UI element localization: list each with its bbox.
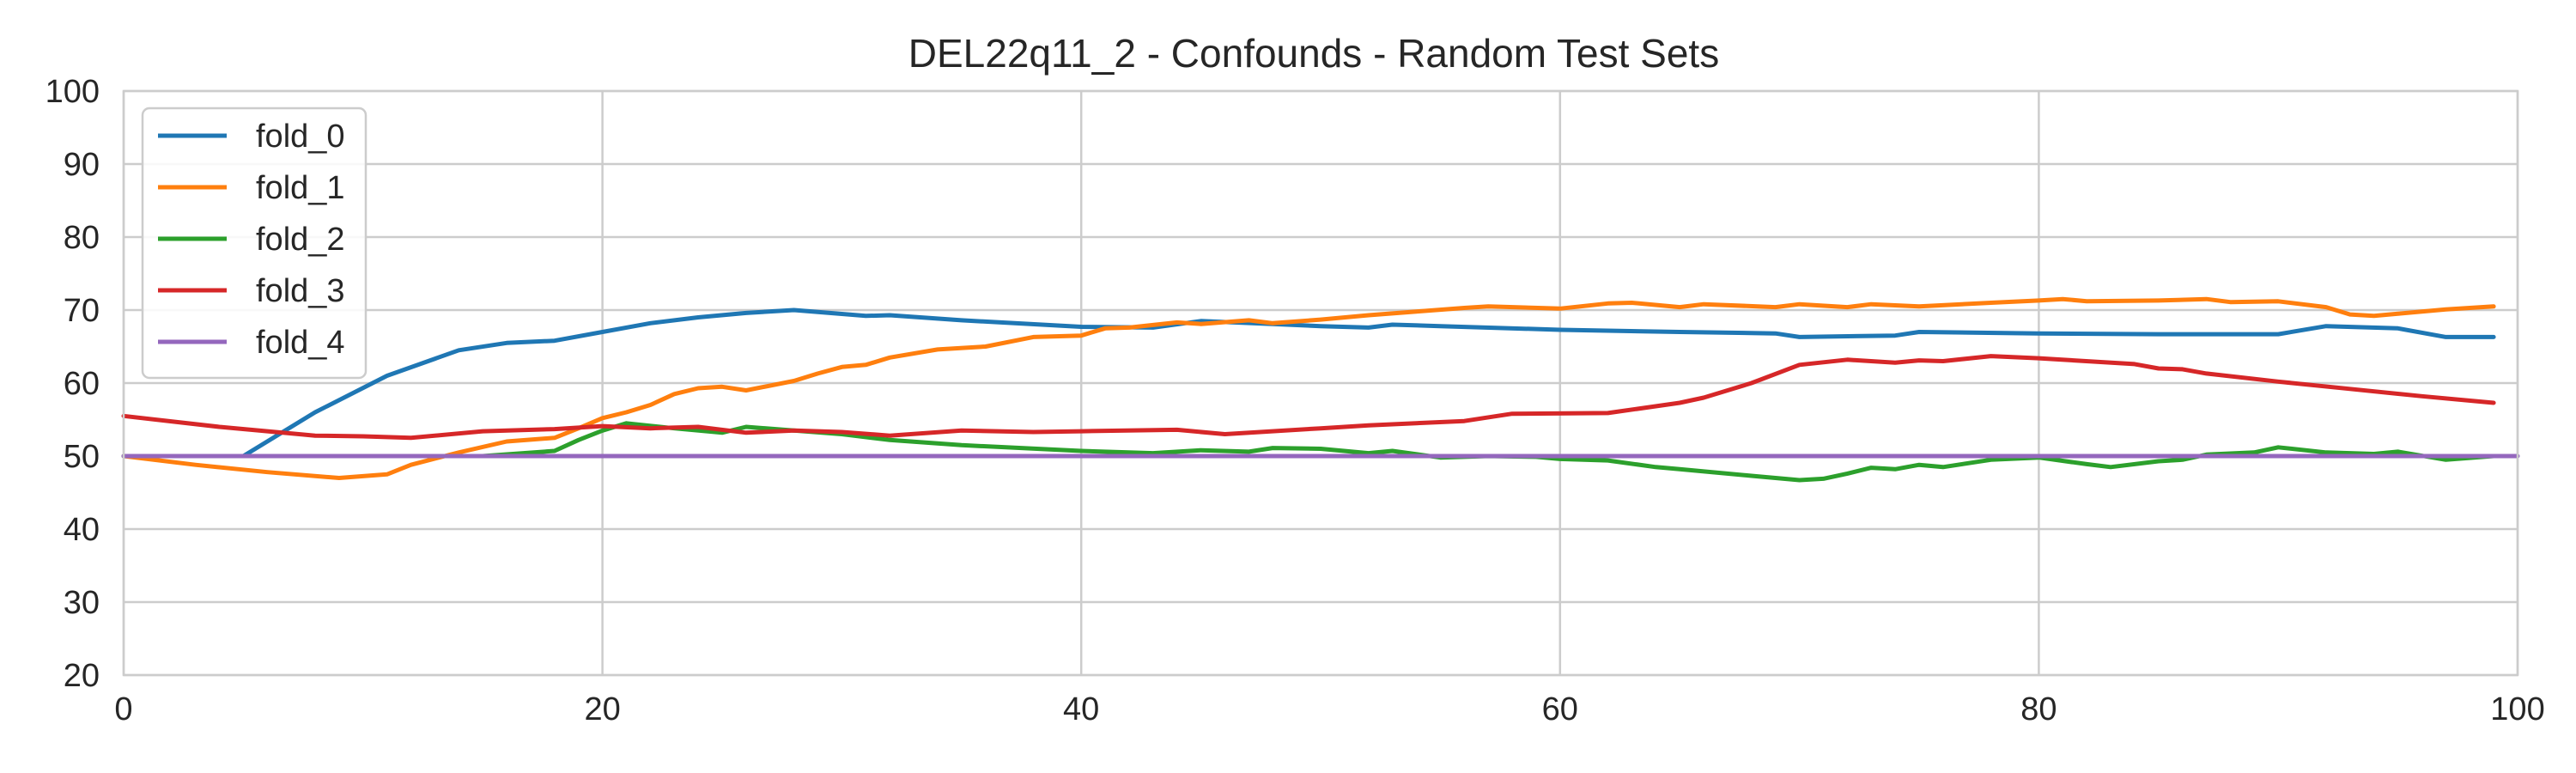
legend-label: fold_2: [256, 222, 345, 258]
axis-layer: 0 20 40 60 80 100 20 30 40 50 60 70 80 90 100: [46, 74, 2545, 727]
legend: fold_0 fold_1 fold_2 fold_3 fold_4: [141, 107, 368, 380]
x-tick-label: 100: [2490, 691, 2544, 727]
x-tick-label: 0: [114, 691, 132, 727]
grid-layer: [122, 89, 2519, 677]
legend-label: fold_4: [256, 325, 345, 361]
chart-title: DEL22q11_2 - Confounds - Random Test Set…: [908, 31, 1719, 76]
y-tick-label: 20: [64, 658, 100, 694]
y-tick-label: 100: [46, 74, 100, 110]
x-tick-label: 80: [2020, 691, 2057, 727]
y-tick-label: 70: [64, 293, 100, 329]
y-tick-label: 80: [64, 220, 100, 256]
y-tick-label: 30: [64, 585, 100, 621]
legend-label: fold_0: [256, 119, 345, 155]
x-tick-label: 40: [1063, 691, 1099, 727]
legend-label: fold_1: [256, 170, 345, 206]
y-tick-label: 40: [64, 512, 100, 548]
plot-frame: [122, 89, 2519, 677]
series-line-fold-3: [121, 354, 2496, 441]
y-tick-label: 50: [64, 439, 100, 475]
series-layer: [121, 296, 2520, 483]
x-tick-label: 20: [584, 691, 620, 727]
series-line-fold-1: [121, 296, 2496, 480]
legend-label: fold_3: [256, 273, 345, 309]
y-tick-label: 90: [64, 147, 100, 183]
legend-box: [141, 107, 368, 380]
y-tick-label: 60: [64, 366, 100, 402]
x-tick-label: 60: [1542, 691, 1578, 727]
